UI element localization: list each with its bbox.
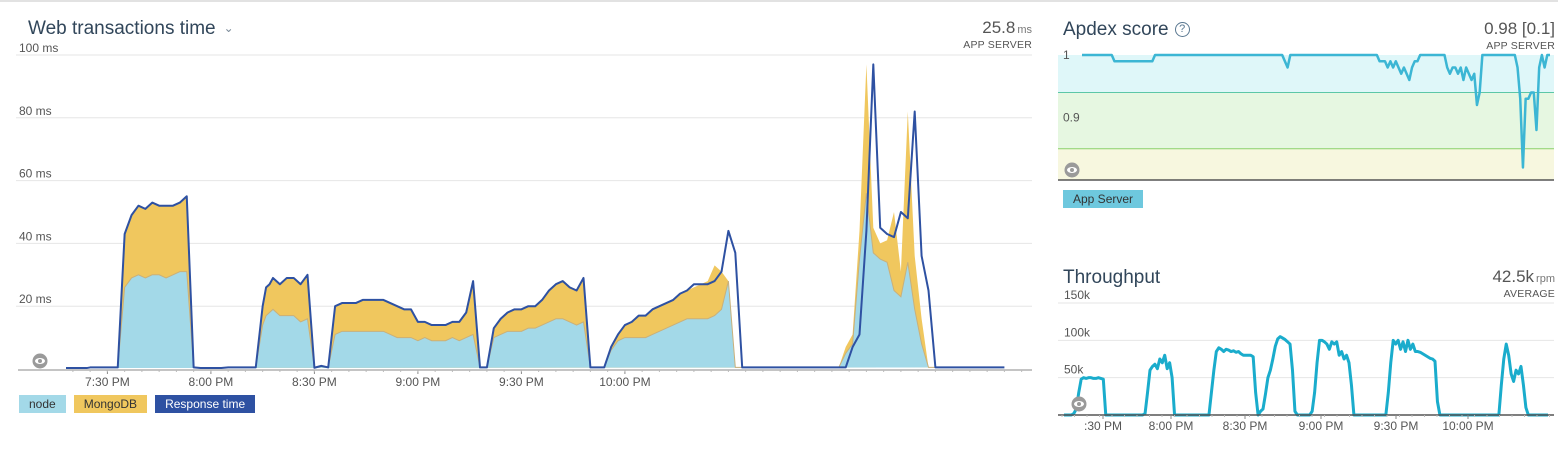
legend-mongodb[interactable]: MongoDB [73,395,148,413]
throughput-panel: Throughput 42.5k rpm AVERAGE 150k 100k 50k:… [1040,230,1558,462]
apdex-band-fair [1058,148,1554,180]
web-transactions-metric-label: APP SERVER [963,39,1032,51]
y-tick-label: 40 ms [19,229,52,243]
legend-app-server[interactable]: App Server [1063,190,1144,208]
chevron-down-icon[interactable]: ⌄ [223,21,234,35]
throughput-metric: 42.5k rpm AVERAGE [1355,267,1555,300]
y-tick-label: 50k [1064,363,1084,377]
apdex-band-good [1058,92,1554,149]
x-tick-label: 9:00 PM [1299,419,1344,433]
eye-icon[interactable] [32,353,48,369]
y-tick-label: 0.9 [1063,111,1080,125]
throughput-title: Throughput [1063,267,1161,288]
throughput-metric-value: 42.5k [1492,267,1535,286]
eye-icon[interactable] [1064,162,1080,178]
apdex-panel: Apdex score? 0.98 [0.1] APP SERVER 1 0.9 … [1040,0,1558,230]
x-tick-label: 8:00 PM [1149,419,1194,433]
apdex-chart[interactable]: 10.9 [1040,0,1558,200]
x-tick-label: 9:30 PM [499,375,544,389]
y-tick-label: 100 ms [19,41,58,55]
legend-response-time[interactable]: Response time [155,395,256,413]
x-tick-label: 8:30 PM [292,375,337,389]
series-line-throughput [1064,335,1548,417]
web-transactions-title-dropdown[interactable]: Web transactions time ⌄ [28,18,234,40]
apdex-title-row: Apdex score? [1063,19,1190,41]
x-tick-label: 7:30 PM [85,375,130,389]
apdex-metric-label: APP SERVER [1486,40,1555,52]
x-tick-label: 10:00 PM [1442,419,1493,433]
y-tick-label: 150k [1064,288,1091,302]
throughput-chart[interactable]: 150k 100k 50k :30 PM 8:00 PM 8:30 PM 9:00 PM 9:… [1040,230,1558,462]
throughput-metric-unit: rpm [1536,273,1555,285]
apdex-legend: App Server [1063,190,1151,208]
x-tick-label: 9:00 PM [396,375,441,389]
apdex-metric: 0.98 [0.1] APP SERVER [1355,19,1555,52]
y-tick-label: 100k [1064,325,1091,339]
top-border [0,0,1558,2]
eye-icon[interactable] [1071,396,1087,412]
throughput-metric-label: AVERAGE [1503,288,1555,300]
x-tick-label: 8:00 PM [189,375,234,389]
x-tick-label: 9:30 PM [1374,419,1419,433]
apdex-metric-value: 0.98 [0.1] [1484,19,1555,38]
series-area-node [66,193,998,369]
apdex-title: Apdex score [1063,19,1169,40]
x-tick-label: 8:30 PM [1223,419,1268,433]
x-tick-label: 10:00 PM [599,375,650,389]
web-transactions-metric: 25.8 ms APP SERVER [832,18,1032,51]
x-tick-label: :30 PM [1084,419,1122,433]
web-transactions-legend: node MongoDB Response time [19,395,263,413]
y-tick-label: 1 [1063,48,1070,62]
web-transactions-metric-value: 25.8 [982,18,1016,37]
y-tick-label: 80 ms [19,104,52,118]
series-line-response-time [66,63,1005,370]
legend-node[interactable]: node [19,395,66,413]
web-transactions-panel: Web transactions time ⌄ 25.8 ms APP SERVER… [0,0,1040,413]
web-transactions-metric-unit: ms [1017,24,1032,36]
series-area-mongodb [66,64,998,369]
y-tick-label: 60 ms [19,167,52,181]
help-icon[interactable]: ? [1174,22,1190,37]
series-line-app-server [1082,53,1550,169]
y-tick-label: 20 ms [19,292,52,306]
web-transactions-chart[interactable]: 100 ms 80 ms 60 ms 40 ms 20 ms 7:30 PM 8:00 PM… [0,0,1040,392]
web-transactions-title: Web transactions time [28,18,216,39]
